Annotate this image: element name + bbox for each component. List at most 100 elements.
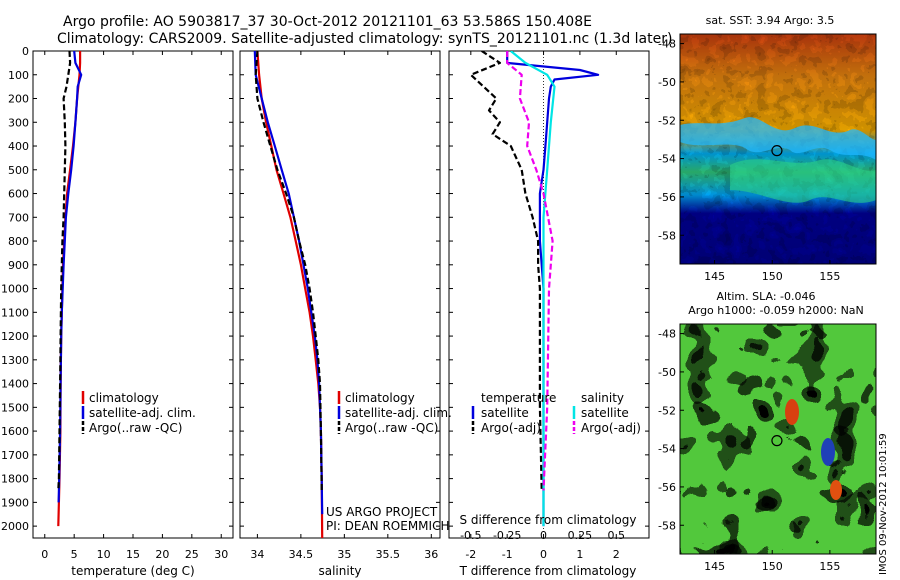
sla-map-subtitle: Argo h1000: -0.059 h2000: NaN (688, 304, 864, 317)
salinity-panel: 34 34.5 35 35.5 36 salinity climatology sate… (240, 50, 452, 578)
salinity-depth-ticks (240, 50, 440, 527)
s-tick-label: -0.25 (493, 529, 521, 542)
depth-tick-label: 200 (8, 93, 29, 106)
depth-tick-label: 2000 (1, 520, 29, 533)
x-tick-label: 0 (41, 548, 48, 561)
sst-map-panel: sat. SST: 3.94 Argo: 3.5 145 150 155 -48 -50… (658, 14, 877, 283)
series-line-temperature-argo-adj (469, 51, 543, 491)
lon-tick-label: 155 (819, 560, 840, 573)
depth-tick-label: 1600 (1, 425, 29, 438)
x-tick-label: -2 (465, 548, 476, 561)
series-line-temperature-satellite (506, 51, 600, 527)
x-tick-label: 20 (155, 548, 169, 561)
depth-tick-label: 1700 (1, 449, 29, 462)
lat-tick-label: -54 (658, 153, 676, 166)
salinity-panel-frame (239, 50, 441, 539)
credit-line1: US ARGO PROJECT (326, 505, 438, 519)
timestamp-stamp: IMOS 09-Nov-2012 10:01:59 (878, 433, 889, 575)
lon-tick-label: 145 (704, 560, 725, 573)
temperature-panel: 0100200300400500600700800900100011001200… (1, 45, 233, 578)
x-tick-label: 10 (97, 548, 111, 561)
lat-tick-label: -58 (658, 229, 676, 242)
lat-tick-label: -56 (658, 191, 676, 204)
argo-float-marker (771, 435, 783, 447)
depth-tick-label: 700 (8, 211, 29, 224)
x-tick-label: 15 (126, 548, 140, 561)
lat-tick-label: -48 (658, 328, 676, 341)
depth-tick-label: 1800 (1, 473, 29, 486)
salinity-lines (253, 51, 324, 538)
lat-tick-label: -52 (658, 114, 676, 127)
t-difference-x-axis: -2 -1 0 1 2 (465, 51, 620, 561)
salinity-xlabel: salinity (318, 564, 361, 578)
sla-negative-anomalies (680, 324, 876, 554)
lat-tick-label: -56 (658, 481, 676, 494)
depth-tick-label: 900 (8, 259, 29, 272)
legend-label-s-satellite: satellite (581, 406, 629, 420)
depth-tick-label: 1500 (1, 401, 29, 414)
x-tick-label: 34.5 (289, 548, 314, 561)
x-tick-label: 2 (613, 548, 620, 561)
temperature-xlabel: temperature (deg C) (71, 564, 194, 578)
depth-tick-label: 400 (8, 140, 29, 153)
x-tick-label: 25 (185, 548, 199, 561)
legend-label-satellite-adj: satellite-adj. clim. (345, 406, 452, 420)
depth-tick-label: 1000 (1, 283, 29, 296)
lat-tick-label: -52 (658, 404, 676, 417)
legend-heading-temperature: temperature (481, 391, 556, 405)
argo-float-marker (771, 145, 783, 157)
sst-warm-eddy (730, 159, 876, 203)
s-tick-label: 0 (540, 529, 547, 542)
figure-title-line1: Argo profile: AO 5903817_37 30-Oct-2012 … (63, 14, 592, 30)
legend-label-argo: Argo(..raw -QC) (89, 421, 182, 435)
s-tick-label: 0.25 (568, 529, 593, 542)
s-tick-label: -0.5 (460, 529, 481, 542)
temperature-x-axis: 0 5 10 15 20 25 30 (41, 51, 228, 561)
difference-panel-frame (448, 50, 650, 539)
series-line-salinity-satellite (510, 51, 556, 527)
lat-tick-label: -50 (658, 76, 676, 89)
lat-tick-label: -50 (658, 366, 676, 379)
x-tick-label: 1 (576, 548, 583, 561)
t-difference-xlabel: T difference from climatology (459, 564, 637, 578)
series-line-argo-raw-qc (57, 51, 72, 491)
legend-label-climatology: climatology (89, 391, 159, 405)
sst-map-frame (679, 33, 877, 265)
lon-tick-label: 150 (762, 560, 783, 573)
depth-tick-label: 1200 (1, 330, 29, 343)
x-tick-label: 35.5 (376, 548, 401, 561)
sst-map-axes: 145 150 155 -48 -50 -52 -54 -56 -58 (658, 38, 840, 283)
salinity-x-axis: 34 34.5 35 35.5 36 (250, 51, 438, 561)
lat-tick-label: -58 (658, 519, 676, 532)
depth-tick-label: 1300 (1, 354, 29, 367)
salinity-legend: climatology satellite-adj. clim. Argo(..… (337, 391, 452, 435)
depth-tick-label: 600 (8, 188, 29, 201)
sla-map-panel: Altim. SLA: -0.046 Argo h1000: -0.059 h2… (658, 290, 877, 573)
depth-tick-label: 100 (8, 69, 29, 82)
x-tick-label: -1 (502, 548, 513, 561)
sla-map-frame (679, 323, 877, 555)
legend-label-s-argo: Argo(-adj) (581, 421, 641, 435)
series-line-argo-raw-qc (254, 51, 323, 491)
legend-label-satellite-adj: satellite-adj. clim. (89, 406, 196, 420)
sla-high-core (830, 480, 842, 500)
s-difference-x-axis: -0.5 -0.25 0 0.25 0.5 (460, 529, 625, 542)
sla-map-axes: 145 150 155 -48 -50 -52 -54 -56 -58 (658, 328, 840, 573)
lat-tick-label: -54 (658, 443, 676, 456)
difference-legend: temperature satellite Argo(-adj) salinit… (471, 391, 641, 435)
credit-line2: PI: DEAN ROEMMICH (326, 519, 449, 533)
depth-tick-label: 800 (8, 235, 29, 248)
legend-label-t-argo: Argo(-adj) (481, 421, 541, 435)
depth-tick-label: 300 (8, 116, 29, 129)
x-tick-label: 36 (424, 548, 438, 561)
depth-tick-label: 1100 (1, 306, 29, 319)
difference-depth-ticks (449, 50, 649, 527)
x-tick-label: 30 (214, 548, 228, 561)
temperature-legend: climatology satellite-adj. clim. Argo(..… (81, 391, 196, 435)
depth-tick-label: 1900 (1, 496, 29, 509)
sla-low-core (821, 438, 835, 466)
depth-axis: 0 100 200 300 400 500 600 700 800 900 1000 1100 1200… (1, 45, 233, 533)
depth-tick-label: 1400 (1, 378, 29, 391)
difference-panel: -2 -1 0 1 2 -0.5 -0.25 0 0.25 0.5 S difference f… (449, 50, 649, 578)
